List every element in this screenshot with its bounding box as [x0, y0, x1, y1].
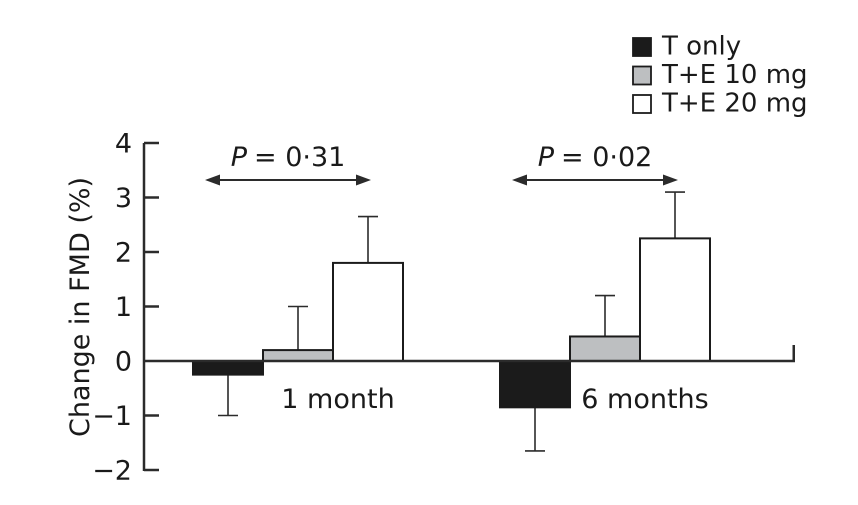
arrowhead-left-icon [512, 174, 527, 186]
p-symbol: P [538, 142, 555, 173]
legend-swatch-t-only [632, 37, 652, 57]
arrowhead-right-icon [356, 174, 371, 186]
y-axis-tick-label: 4 [115, 129, 132, 160]
legend-label-t-e-20-mg: T+E 20 mg [661, 89, 808, 119]
y-axis-title: Change in FMD (%) [65, 177, 96, 437]
y-axis-tick-label: 0 [115, 347, 132, 378]
p-value-text: = 0·02 [561, 142, 652, 173]
category-label-6-months: 6 months [581, 384, 708, 415]
legend-label-t-only: T only [661, 32, 741, 62]
bar-t-only-6-months [499, 360, 571, 409]
legend-label-t-e-10-mg: T+E 10 mg [661, 60, 808, 90]
y-axis-tick-label: 1 [115, 292, 132, 323]
p-value-label-6-months: P = 0·02 [538, 142, 653, 173]
legend-swatch-t-e-20-mg [632, 94, 652, 114]
bar-t-e-10-mg-6-months [569, 335, 641, 363]
p-value-text: = 0·31 [254, 142, 345, 173]
bar-t-only-1-month [192, 360, 264, 376]
p-symbol: P [231, 142, 248, 173]
y-axis-tick-label: −2 [92, 456, 132, 487]
category-label-1-month: 1 month [281, 384, 394, 415]
arrowhead-right-icon [663, 174, 678, 186]
bar-t-e-20-mg-1-month [332, 261, 404, 362]
arrowhead-left-icon [205, 174, 220, 186]
p-value-label-1-month: P = 0·31 [231, 142, 346, 173]
y-axis-tick-label: 3 [115, 183, 132, 214]
legend-swatch-t-e-10-mg [632, 65, 652, 86]
bar-t-e-10-mg-1-month [262, 349, 334, 363]
bar-t-e-20-mg-6-months [639, 237, 711, 362]
y-axis-tick-label: 2 [115, 238, 132, 269]
y-axis-tick-label: −1 [92, 401, 132, 432]
